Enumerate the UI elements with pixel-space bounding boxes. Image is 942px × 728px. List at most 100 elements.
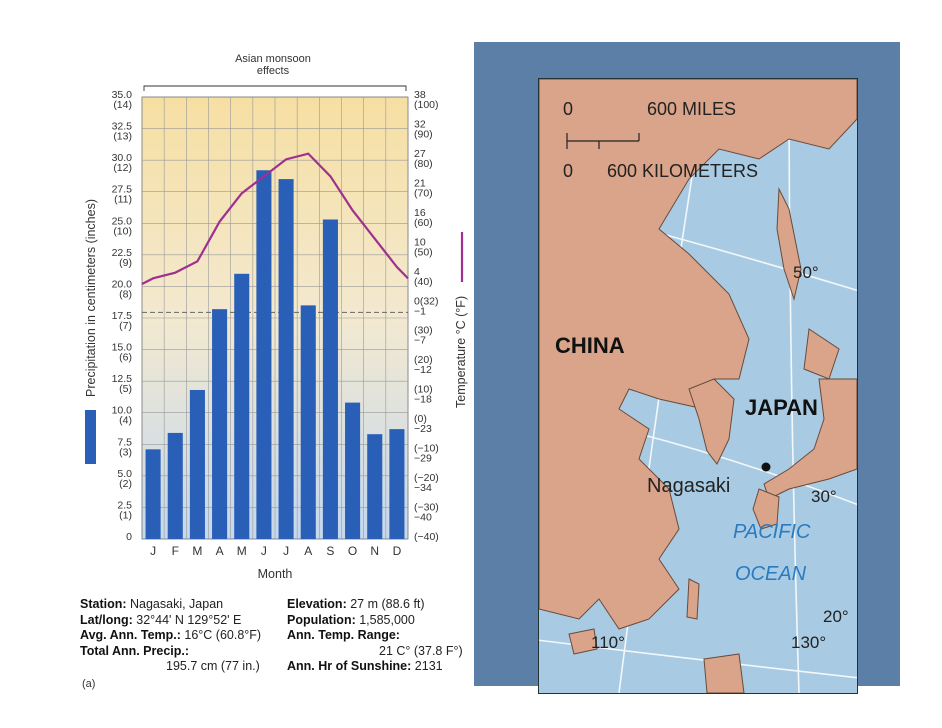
month-label: F bbox=[172, 544, 179, 558]
luzon-island bbox=[703, 653, 745, 693]
left-tick-cm: 2.5 bbox=[117, 499, 132, 511]
left-tick-in: (7) bbox=[119, 320, 132, 332]
left-tick-in: (13) bbox=[113, 131, 132, 143]
station-info-left: Station: Nagasaki, Japan Lat/long: 32°44… bbox=[80, 597, 261, 675]
precip-bar bbox=[167, 432, 183, 539]
left-tick-cm: 10.0 bbox=[112, 405, 133, 417]
precip-bar bbox=[278, 179, 294, 540]
right-tick-c: (0) bbox=[414, 413, 427, 425]
month-label: A bbox=[216, 544, 224, 558]
ocean-label-pacific: PACIFIC bbox=[733, 521, 811, 543]
station-info-right: Elevation: 27 m (88.6 ft) Population: 1,… bbox=[287, 597, 463, 675]
latitude-30-label: 30° bbox=[811, 487, 837, 506]
hainan-island bbox=[568, 628, 598, 655]
temp-range-line: Ann. Temp. Range: bbox=[287, 628, 400, 642]
sakhalin-island bbox=[776, 187, 802, 301]
nagasaki-marker bbox=[761, 462, 771, 472]
right-tick-f: −40 bbox=[414, 512, 432, 524]
right-tick-c: 16 bbox=[414, 207, 426, 219]
population-line: Population: 1,585,000 bbox=[287, 612, 415, 627]
right-tick-f: −18 bbox=[414, 394, 432, 406]
precip-bar bbox=[345, 402, 361, 539]
right-tick-c: (10) bbox=[414, 384, 433, 396]
left-tick-cm: 27.5 bbox=[112, 184, 133, 196]
precip-bar bbox=[367, 434, 383, 539]
x-axis-label: Month bbox=[258, 567, 293, 581]
right-tick-f: (80) bbox=[414, 158, 433, 170]
figure-label: (a) bbox=[82, 678, 96, 690]
longitude-130-label: 130° bbox=[791, 633, 827, 652]
left-tick-cm: 22.5 bbox=[112, 247, 133, 259]
month-label: J bbox=[261, 544, 267, 558]
right-tick-f: (100) bbox=[414, 99, 439, 111]
right-tick-c: 21 bbox=[414, 177, 426, 189]
right-tick-c: 0(32) bbox=[414, 295, 439, 307]
right-tick-f: −23 bbox=[414, 423, 432, 435]
japan-label: JAPAN bbox=[745, 395, 818, 420]
left-tick-cm: 5.0 bbox=[117, 468, 132, 480]
right-tick-f: −12 bbox=[414, 364, 432, 376]
left-tick-in: (1) bbox=[119, 509, 132, 521]
right-tick-c: 32 bbox=[414, 118, 426, 130]
latlong-line: Lat/long: 32°44' N 129°52' E bbox=[80, 612, 242, 627]
left-axis-label: Precipitation in centimeters (inches) bbox=[84, 199, 98, 397]
right-tick-c: (20) bbox=[414, 354, 433, 366]
map-panel: 0 600 MILES 0 600 KILOMETERS 50° CHINA J… bbox=[474, 42, 900, 694]
climograph-chart: 35.0(14)32.5(13)30.0(12)27.5(11)25.0(10)… bbox=[84, 53, 468, 581]
right-tick-f: (40) bbox=[414, 276, 433, 288]
map-graphic bbox=[539, 79, 857, 693]
right-tick-f: −1 bbox=[414, 305, 426, 317]
left-tick-in: (4) bbox=[119, 415, 132, 427]
annotation-bracket bbox=[143, 85, 407, 91]
right-tick-c: 27 bbox=[414, 148, 426, 160]
right-tick-f: (60) bbox=[414, 217, 433, 229]
right-tick-c: (−30) bbox=[414, 502, 439, 514]
month-label: D bbox=[393, 544, 402, 558]
right-tick-f: −34 bbox=[414, 482, 432, 494]
temperature-line bbox=[141, 152, 409, 285]
precip-bar bbox=[322, 219, 338, 540]
right-tick-c: 38 bbox=[414, 89, 426, 101]
right-tick-c: (30) bbox=[414, 325, 433, 337]
temp-range-value: 21 C° (37.8 F°) bbox=[379, 643, 463, 658]
left-tick-in: (10) bbox=[113, 225, 132, 237]
left-tick-in: (9) bbox=[119, 257, 132, 269]
annotation-line-1: Asian monsoon bbox=[235, 53, 311, 65]
climograph-panel: 35.0 (14) 32.5 (13) 30.0 (12) 27.5 (11) 25.0 (10)… bbox=[42, 42, 474, 690]
month-label: M bbox=[192, 544, 202, 558]
right-tick-c: 4 bbox=[414, 266, 420, 278]
month-label: J bbox=[150, 544, 156, 558]
right-axis-label: Temperature °C (°F) bbox=[454, 296, 468, 408]
scale-zero-miles: 0 bbox=[563, 99, 574, 119]
precip-bar bbox=[145, 449, 161, 539]
left-tick-in: (8) bbox=[119, 288, 132, 300]
left-tick-in: (2) bbox=[119, 478, 132, 490]
east-asia-map: 0 600 MILES 0 600 KILOMETERS 50° CHINA J… bbox=[538, 78, 858, 694]
month-label: A bbox=[304, 544, 312, 558]
month-label: J bbox=[283, 544, 289, 558]
sunshine-line: Ann. Hr of Sunshine: 2131 bbox=[287, 659, 443, 673]
annotation-line-2: effects bbox=[257, 65, 290, 77]
scale-miles-label: 600 MILES bbox=[647, 99, 737, 119]
left-tick-cm: 20.0 bbox=[112, 278, 133, 290]
month-label: N bbox=[370, 544, 379, 558]
left-tick-cm: 7.5 bbox=[117, 436, 132, 448]
scale-zero-km: 0 bbox=[563, 161, 574, 181]
kyushu-island bbox=[752, 488, 780, 530]
precip-bar bbox=[189, 389, 205, 539]
right-tick-f: −7 bbox=[414, 335, 426, 347]
left-tick-cm: 12.5 bbox=[112, 373, 133, 385]
latitude-20-label: 20° bbox=[823, 607, 849, 626]
precip-bar bbox=[256, 170, 272, 539]
left-tick-cm: 17.5 bbox=[112, 310, 133, 322]
precip-legend-swatch bbox=[85, 410, 96, 464]
left-tick-in: (11) bbox=[114, 194, 132, 206]
korea-peninsula bbox=[688, 378, 735, 465]
hokkaido-island bbox=[803, 328, 840, 380]
left-tick-cm: 32.5 bbox=[112, 121, 133, 133]
elevation-line: Elevation: 27 m (88.6 ft) bbox=[287, 597, 425, 611]
precip-bar bbox=[234, 273, 250, 539]
left-tick-cm: 25.0 bbox=[112, 215, 133, 227]
right-tick-c: (−20) bbox=[414, 472, 439, 484]
right-tick-f: (90) bbox=[414, 128, 433, 140]
